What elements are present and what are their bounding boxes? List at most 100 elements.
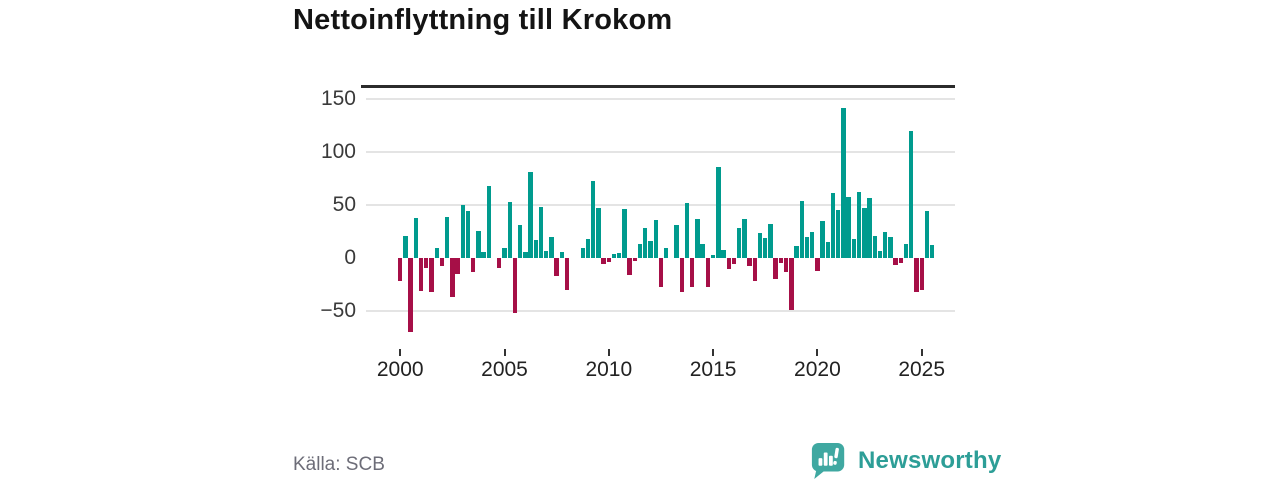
bar <box>533 240 538 258</box>
x-axis-tick-label: 2025 <box>898 358 946 381</box>
bar <box>752 258 757 282</box>
bar <box>554 258 559 276</box>
bar <box>924 211 930 258</box>
bar <box>601 258 606 265</box>
bar <box>736 228 742 258</box>
bar <box>611 253 617 258</box>
bar <box>596 208 601 258</box>
bar <box>893 258 898 266</box>
bar <box>757 232 763 258</box>
bar <box>768 224 773 258</box>
bar <box>674 225 679 258</box>
x-axis-tick-label: 2005 <box>481 358 528 381</box>
bar <box>705 258 711 287</box>
x-axis-tick <box>399 349 402 356</box>
bar <box>914 258 919 292</box>
bar <box>799 200 804 258</box>
bar <box>408 258 413 333</box>
bar <box>846 196 851 258</box>
y-axis-tick-label: 50 <box>332 193 356 217</box>
bar <box>413 217 419 258</box>
bar <box>898 258 904 264</box>
bar <box>497 258 502 268</box>
bar <box>549 236 554 258</box>
bar <box>830 193 836 258</box>
bar <box>731 258 737 265</box>
zero-line <box>361 85 955 88</box>
bar <box>523 251 528 258</box>
bar <box>580 248 585 258</box>
y-axis-tick-label: −50 <box>320 298 356 322</box>
bar <box>820 220 825 258</box>
bar <box>684 203 690 258</box>
bar <box>528 172 533 258</box>
y-axis-labels: 150 100 50 0 −50 <box>280 85 356 347</box>
y-axis-tick-label: 100 <box>320 140 356 164</box>
bar <box>606 258 611 263</box>
bar <box>867 197 872 258</box>
y-axis-tick-label: 0 <box>344 246 356 269</box>
bar <box>710 254 716 258</box>
bar <box>888 236 893 258</box>
bar <box>773 258 778 280</box>
bar <box>700 244 705 258</box>
x-axis-tick <box>503 349 506 356</box>
bar <box>627 258 632 275</box>
bar <box>559 251 565 258</box>
bar <box>418 258 424 291</box>
bar <box>622 209 627 258</box>
bar <box>403 235 408 258</box>
bar <box>783 258 789 272</box>
bar <box>877 250 883 258</box>
bar <box>398 258 403 282</box>
x-axis-tick <box>607 349 610 356</box>
bar <box>481 251 486 258</box>
bar <box>726 258 731 269</box>
bar <box>434 248 439 258</box>
brand-name: Newsworthy <box>858 447 1002 474</box>
bar <box>471 258 476 272</box>
bar <box>742 218 747 258</box>
bar <box>862 208 867 258</box>
bar <box>716 167 721 258</box>
brand-logo: Newsworthy <box>810 442 1001 480</box>
bar <box>502 248 507 258</box>
bar <box>439 258 445 267</box>
bar <box>721 249 726 258</box>
bar <box>903 244 909 258</box>
bar <box>882 231 888 258</box>
bar <box>637 244 643 258</box>
bar <box>794 246 799 258</box>
bar <box>856 192 862 258</box>
bar <box>919 258 924 290</box>
bar <box>632 258 638 262</box>
bar <box>851 238 857 258</box>
gridline <box>366 309 955 312</box>
newsworthy-logo-icon <box>811 442 845 480</box>
bar <box>653 219 658 258</box>
bar <box>512 258 518 313</box>
bar <box>747 258 752 267</box>
bar <box>690 258 695 287</box>
gridline <box>366 98 955 101</box>
bar <box>663 248 669 258</box>
bar <box>517 225 523 258</box>
bar <box>909 131 914 258</box>
bar <box>486 186 492 258</box>
x-axis-tick-label: 2010 <box>585 358 633 381</box>
bar <box>429 258 434 292</box>
x-axis-tick <box>920 349 923 356</box>
bar <box>778 258 784 264</box>
bar <box>872 235 877 258</box>
x-axis-tick <box>712 349 715 356</box>
bar <box>590 180 596 258</box>
bar <box>648 241 653 258</box>
bar <box>836 210 841 258</box>
bar <box>507 201 512 258</box>
bar <box>679 258 684 292</box>
bar <box>544 250 549 258</box>
bar <box>815 258 820 271</box>
bar <box>658 258 664 287</box>
x-axis-tick <box>816 349 819 356</box>
